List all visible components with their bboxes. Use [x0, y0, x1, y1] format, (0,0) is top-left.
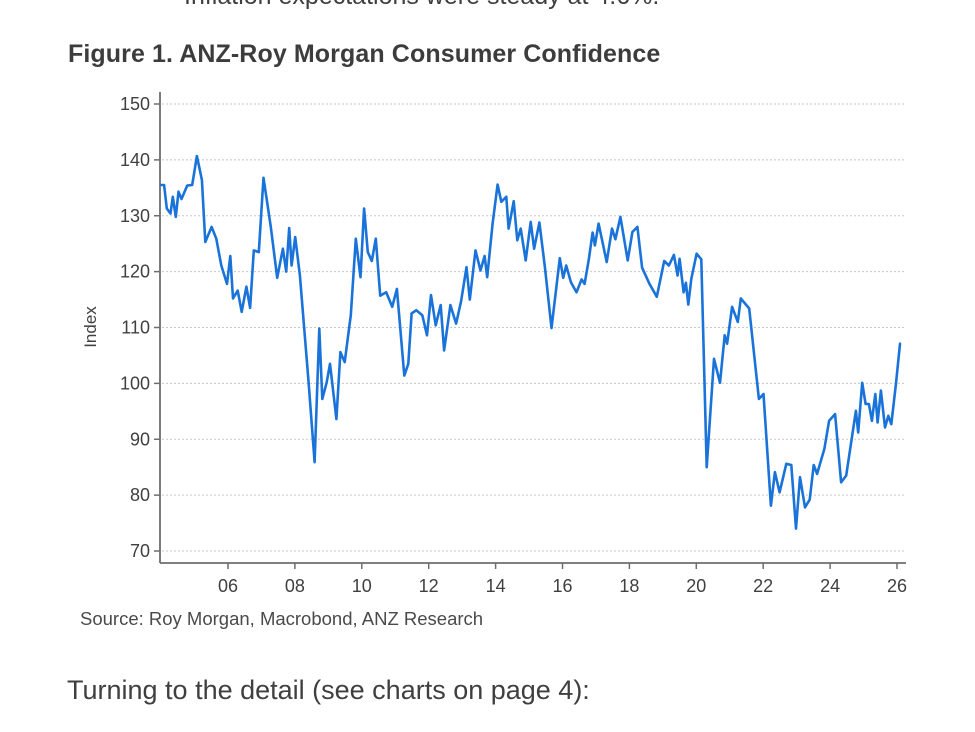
x-tick-label: 12 — [419, 576, 439, 596]
y-ticks: 70 80 90 100 110 120 130 140 150 — [120, 94, 160, 561]
y-tick-label: 90 — [130, 429, 150, 449]
y-axis-label: Index — [81, 306, 100, 348]
series — [159, 154, 902, 530]
consumer-confidence-chart: 70 80 90 100 110 120 130 140 150 06 08 10 12 14 16 18 2… — [81, 92, 907, 596]
x-tick-label: 08 — [285, 576, 305, 596]
x-tick-label: 24 — [820, 576, 840, 596]
y-tick-label: 130 — [120, 206, 150, 226]
x-tick-label: 06 — [218, 576, 238, 596]
chart-source-note: Source: Roy Morgan, Macrobond, ANZ Resea… — [80, 608, 484, 629]
figure-title: Figure 1. ANZ-Roy Morgan Consumer Confid… — [68, 40, 661, 68]
y-tick-label: 70 — [130, 541, 150, 561]
previous-bullet-item: •Inflation expectations were steady at 4… — [66, 0, 659, 11]
bullet-icon: • — [66, 0, 184, 11]
x-tick-label: 20 — [686, 576, 706, 596]
x-tick-label: 26 — [887, 576, 907, 596]
y-tick-label: 110 — [121, 318, 150, 338]
y-tick-label: 100 — [120, 373, 150, 393]
gridlines — [162, 103, 906, 552]
y-tick-label: 140 — [120, 150, 150, 170]
x-ticks: 06 08 10 12 14 16 18 20 22 24 26 — [218, 563, 907, 596]
x-tick-label: 14 — [486, 576, 506, 596]
body-paragraph: Turning to the detail (see charts on pag… — [67, 675, 590, 705]
x-tick-label: 22 — [753, 576, 773, 596]
x-tick-label: 10 — [352, 576, 372, 596]
y-tick-label: 80 — [130, 485, 150, 505]
y-tick-label: 150 — [120, 94, 150, 114]
previous-bullet-text: Inflation expectations were steady at 4.… — [184, 0, 659, 10]
x-tick-label: 16 — [552, 576, 572, 596]
x-tick-label: 18 — [619, 576, 639, 596]
series-line-consumer-confidence — [159, 154, 902, 530]
y-tick-label: 120 — [120, 262, 150, 282]
